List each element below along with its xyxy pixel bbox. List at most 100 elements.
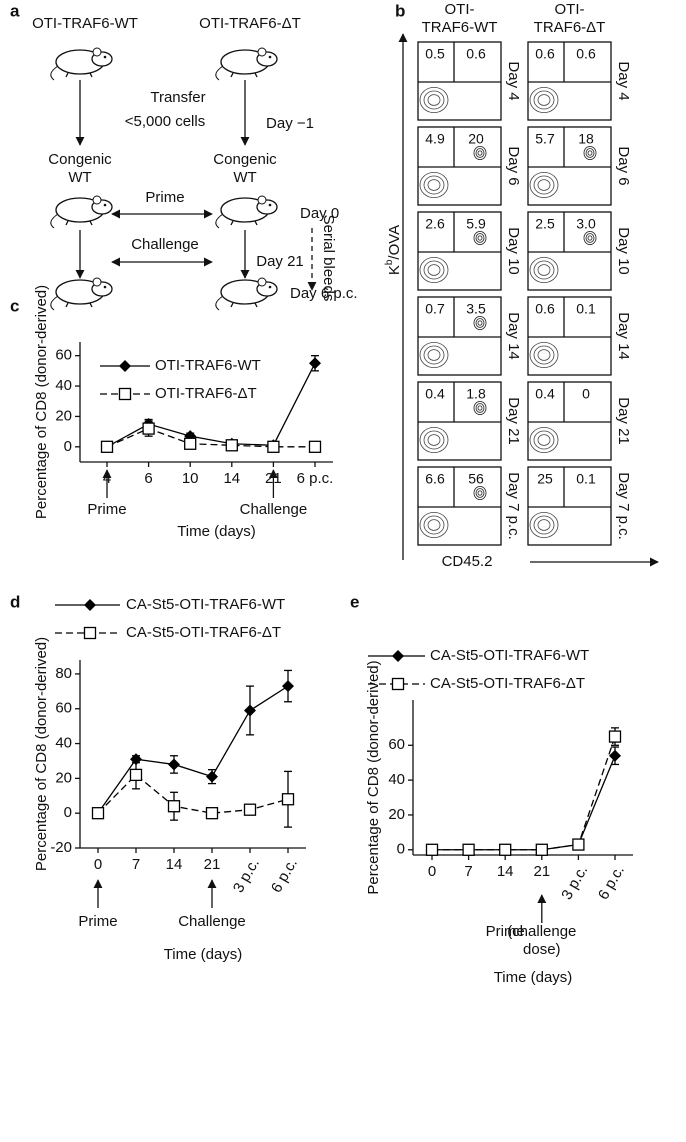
gate-value: 20 <box>468 131 484 147</box>
gate-value: 2.5 <box>535 216 555 232</box>
legend-label: OTI-TRAF6-WT <box>155 357 261 374</box>
data-point <box>610 731 621 742</box>
column-header: OTI- <box>445 1 475 18</box>
y-tick-label: 60 <box>55 347 72 364</box>
day-label: Day 10 <box>505 227 522 275</box>
mouse-eye <box>269 286 272 289</box>
legend-marker <box>393 679 404 690</box>
y-axis-label: Kb/OVA <box>384 225 403 275</box>
day-label: Day 21 <box>505 397 522 445</box>
y-tick-label: 20 <box>55 407 72 424</box>
day-label: Day 21 <box>256 253 304 270</box>
x-tick-label: 7 <box>464 863 472 880</box>
recipient-label: Congenic <box>48 151 112 168</box>
y-tick-label: 0 <box>64 804 72 821</box>
gate-value: 5.9 <box>466 216 486 232</box>
column-header: TRAF6-ΔT <box>534 19 606 36</box>
mouse-tail <box>51 296 58 310</box>
x-tick-label: 6 p.c. <box>268 855 301 895</box>
x-axis-label: CD45.2 <box>442 553 493 570</box>
mouse-eye <box>104 204 107 207</box>
data-point <box>268 441 279 452</box>
legend-marker <box>120 389 131 400</box>
panel-letter: a <box>10 1 20 20</box>
data-point <box>573 839 584 850</box>
series-line <box>98 775 288 813</box>
transfer-label: <5,000 cells <box>125 113 205 130</box>
panel-letter: b <box>395 1 405 20</box>
y-axis-label-part: /OVA <box>386 225 403 260</box>
mouse-leg <box>90 303 92 307</box>
data-point <box>310 441 321 452</box>
transfer-label: Transfer <box>150 89 205 106</box>
gate-value: 1.8 <box>466 386 486 402</box>
annotation: Prime <box>78 913 117 930</box>
prime-label: Prime <box>145 189 184 206</box>
data-point <box>168 758 180 770</box>
mouse-leg <box>90 73 92 77</box>
gate-value: 0.4 <box>535 386 555 402</box>
legend-marker <box>119 360 131 372</box>
x-tick-label: 0 <box>428 863 436 880</box>
mouse-ear <box>93 48 101 56</box>
y-axis-label: Percentage of CD8 (donor-derived) <box>365 660 382 894</box>
mouse-tail <box>51 214 58 228</box>
data-point <box>609 750 621 762</box>
y-axis-label: Percentage of CD8 (donor-derived) <box>33 285 50 519</box>
series-line <box>107 363 315 447</box>
data-point <box>463 844 474 855</box>
legend-marker <box>84 599 96 611</box>
column-header: OTI- <box>555 1 585 18</box>
mouse-icon <box>51 48 112 80</box>
data-point <box>283 794 294 805</box>
gate-value: 4.9 <box>425 131 445 147</box>
data-point <box>536 844 547 855</box>
mouse-tail <box>216 66 223 80</box>
day-label: Day 6 <box>505 146 522 185</box>
panel-letter: d <box>10 592 20 611</box>
day-label: Day 6 p.c. <box>290 285 358 302</box>
data-point <box>185 438 196 449</box>
gate-value: 3.0 <box>576 216 596 232</box>
gate-value: 0.6 <box>535 301 555 317</box>
y-tick-label: 20 <box>55 769 72 786</box>
mouse-label: OTI-TRAF6-ΔT <box>199 15 301 32</box>
mouse-icon <box>216 196 277 228</box>
y-axis-label-part: K <box>386 265 403 275</box>
annotation: (challenge <box>507 923 576 940</box>
gate-value: 0 <box>582 386 590 402</box>
y-tick-label: 0 <box>397 841 405 858</box>
day-label: Day 10 <box>615 227 632 275</box>
gate-value: 5.7 <box>535 131 555 147</box>
x-tick-label: 14 <box>223 470 240 487</box>
legend-marker <box>85 628 96 639</box>
data-point <box>207 808 218 819</box>
annotation: dose) <box>523 941 561 958</box>
legend-label: OTI-TRAF6-ΔT <box>155 385 257 402</box>
x-tick-label: 21 <box>204 856 221 873</box>
mouse-icon <box>51 278 112 310</box>
page: Figure {"panel_a": {"letter": "a", "left… <box>0 0 686 1142</box>
mouse-leg <box>255 303 257 307</box>
gate-value: 18 <box>578 131 594 147</box>
gate-value: 0.1 <box>576 471 596 487</box>
gate-value: 0.7 <box>425 301 445 317</box>
legend-label: CA-St5-OTI-TRAF6-ΔT <box>430 675 585 692</box>
day-label: Day 7 p.c. <box>615 472 632 540</box>
legend-marker <box>392 650 404 662</box>
gate-value: 0.6 <box>535 46 555 62</box>
mouse-ear <box>258 48 266 56</box>
x-tick-label: 6 p.c. <box>595 862 628 902</box>
body: aOTI-TRAF6-WTOTI-TRAF6-ΔTTransfer<5,000 … <box>0 0 686 1142</box>
x-tick-label: 3 p.c. <box>558 862 591 902</box>
y-tick-label: 40 <box>388 771 405 788</box>
mouse-eye <box>269 56 272 59</box>
y-tick-label: 40 <box>55 377 72 394</box>
mouse-ear <box>258 278 266 286</box>
series-line <box>98 686 288 813</box>
mouse-ear <box>93 196 101 204</box>
legend-label: CA-St5-OTI-TRAF6-ΔT <box>126 624 281 641</box>
mouse-eye <box>269 204 272 207</box>
gate-value: 0.4 <box>425 386 445 402</box>
data-point <box>245 804 256 815</box>
